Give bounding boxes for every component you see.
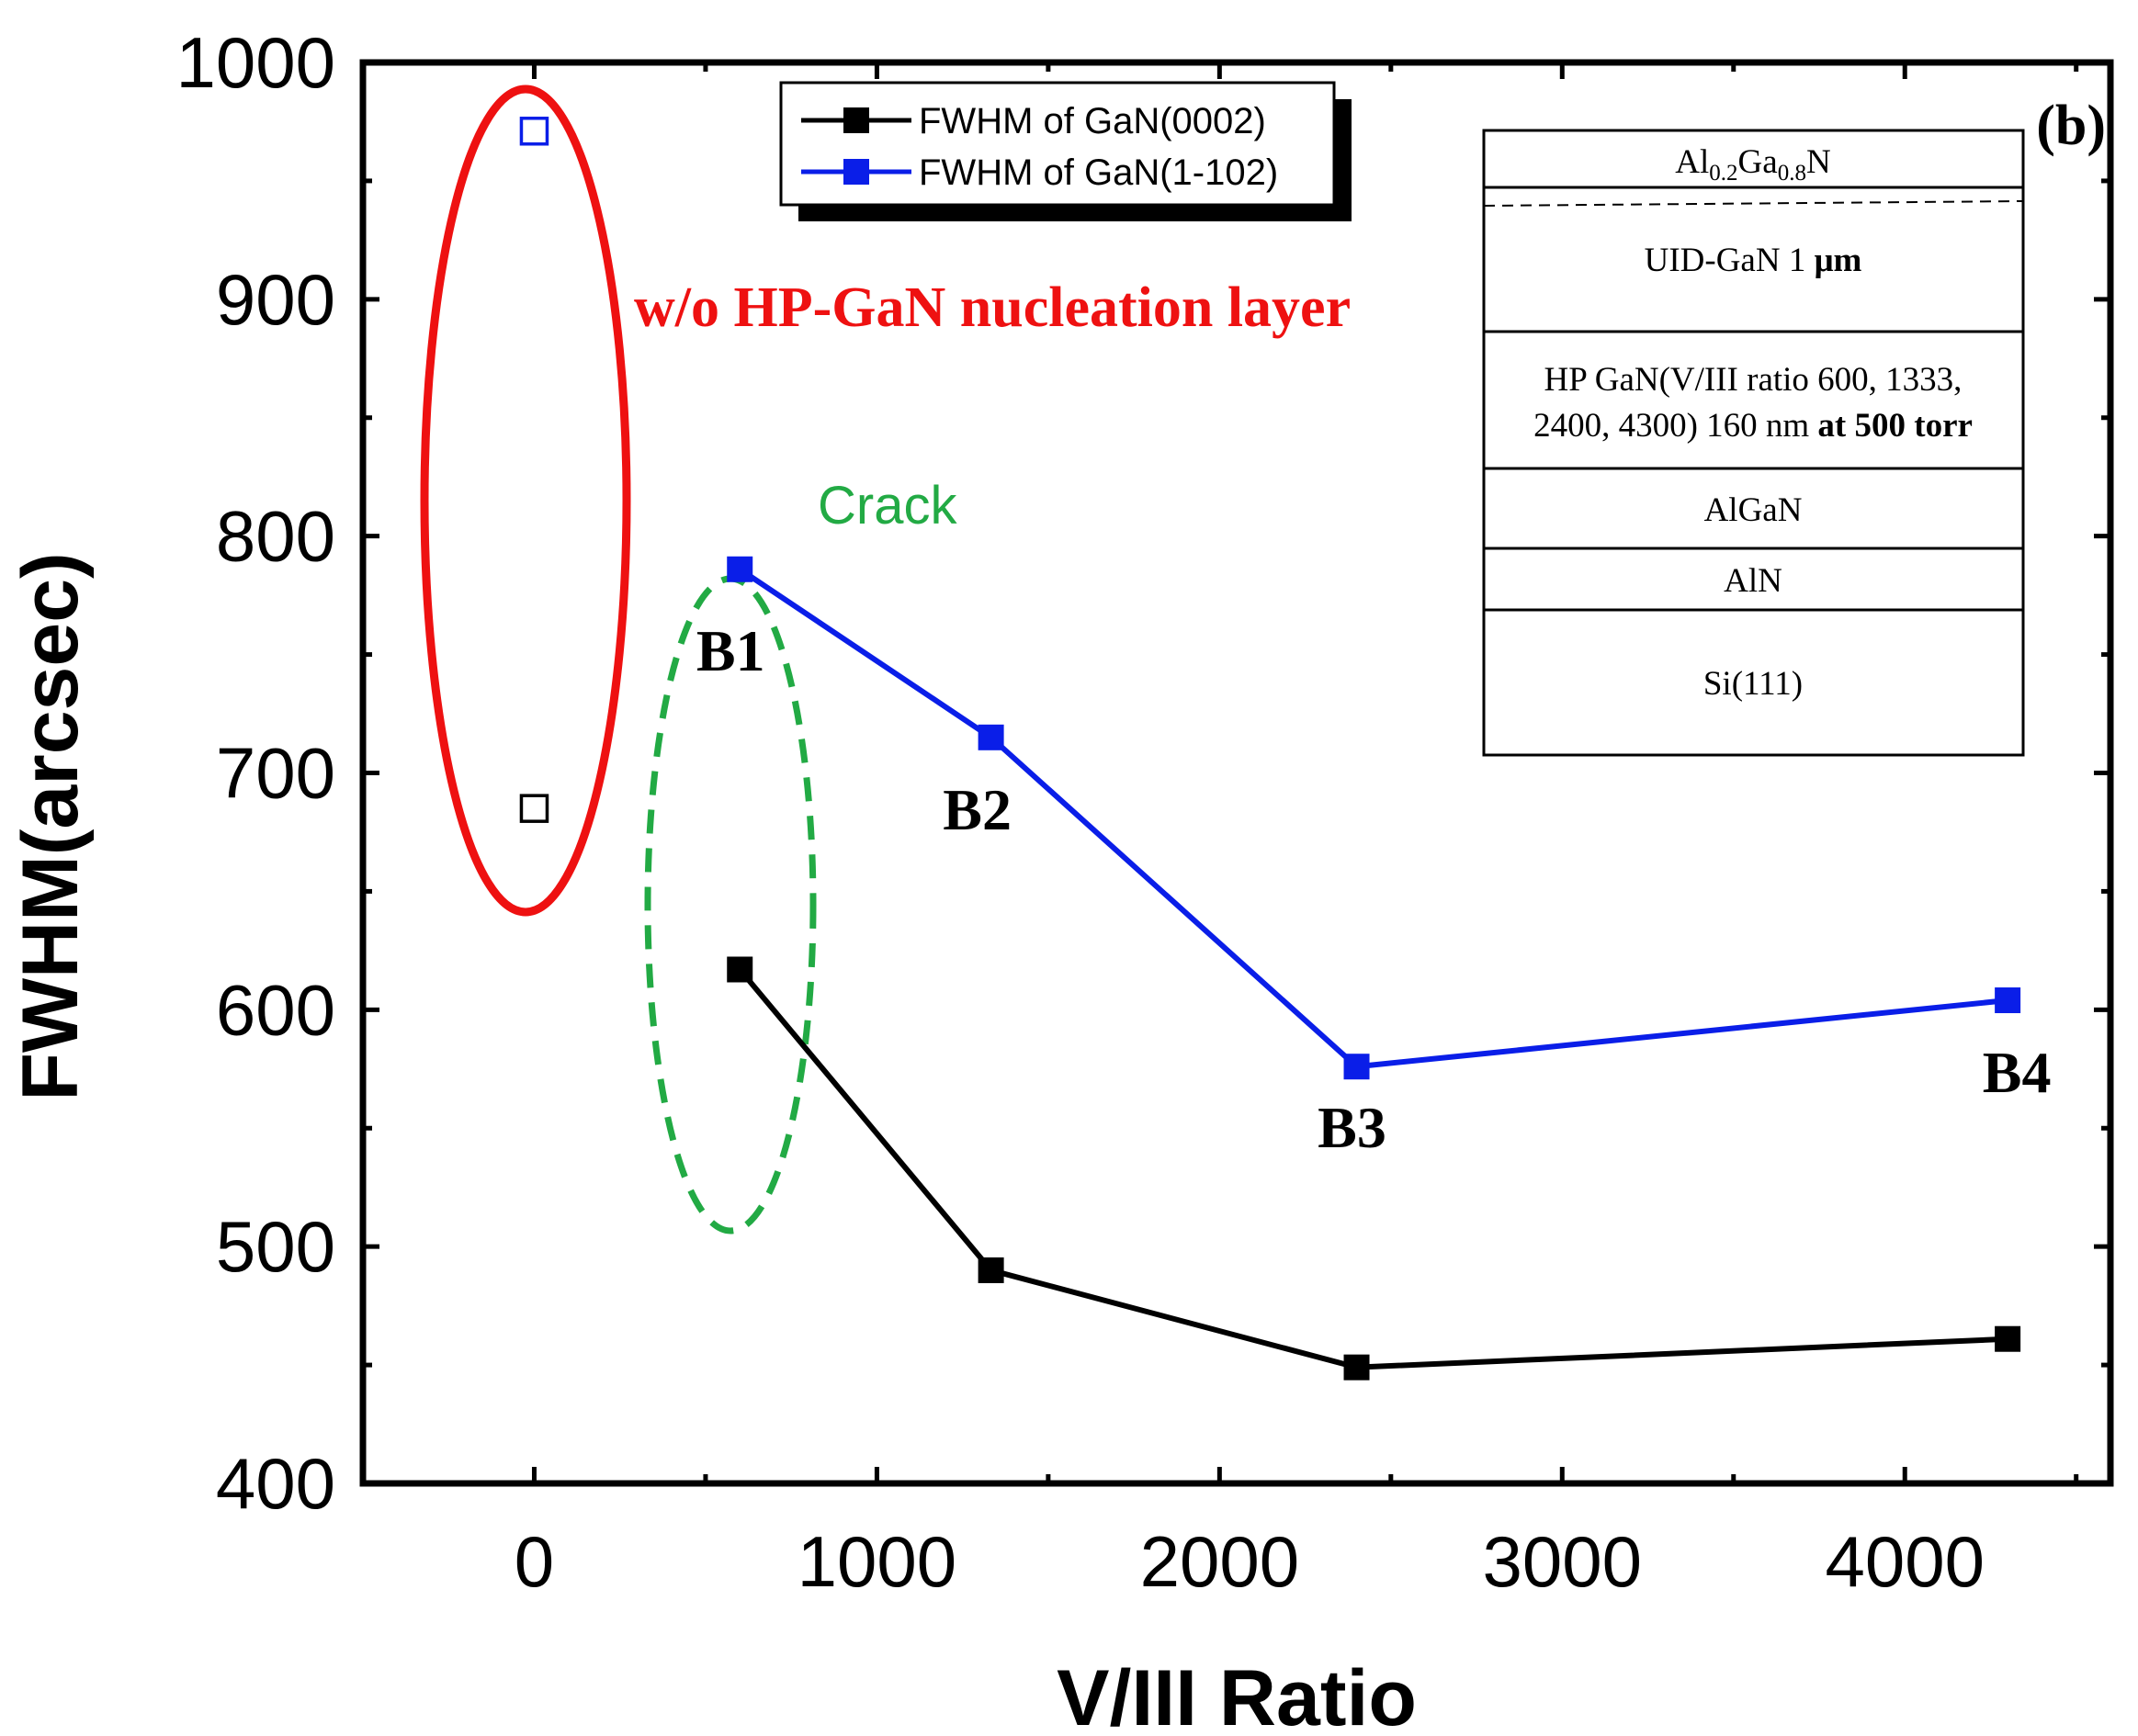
y-tick-label: 400: [216, 1443, 335, 1524]
data-point-1: [727, 556, 753, 582]
series-line-0: [737, 967, 2008, 1370]
data-point-0: [727, 956, 753, 983]
point-label: B2: [943, 777, 1012, 842]
annotation-crack: Crack: [818, 476, 957, 535]
layer-hp-gan-line2: 2400, 4300) 160 nm at 500 torr: [1533, 407, 1973, 445]
no-nucleation-ellipse: [420, 85, 631, 917]
layer-algan-top: Al0.2Ga0.8N: [1675, 143, 1830, 186]
y-tick-label: 900: [216, 259, 335, 340]
y-tick-label: 700: [216, 733, 335, 814]
legend: FWHM of GaN(0002) FWHM of GaN(1-102): [779, 81, 1352, 221]
layer-stack-diagram: [1482, 129, 2025, 757]
y-tick-label: 1000: [175, 22, 335, 103]
data-point-0: [1995, 1325, 2021, 1352]
x-tick-label: 1000: [798, 1521, 957, 1602]
y-axis-title: FWHM(arcsec): [6, 552, 95, 1100]
legend-marker-1102: [843, 159, 869, 185]
series-layer: [519, 117, 2021, 1381]
point-labels: B1 B2 B3 B4: [696, 618, 2052, 1160]
x-axis-ticks: 0 1000 2000 3000 4000: [515, 62, 2079, 1602]
legend-label-1102: FWHM of GaN(1-102): [919, 152, 1278, 193]
layer-dashed-divider: [1483, 200, 2024, 207]
reference-point: [519, 117, 549, 146]
layer-hp-gan-line1: HP GaN(V/III ratio 600, 1333,: [1544, 361, 1963, 399]
layer-si: Si(111): [1703, 665, 1803, 703]
x-tick-label: 4000: [1825, 1521, 1985, 1602]
annotation-no-nucleation: w/o HP-GaN nucleation layer: [634, 276, 1351, 339]
data-point-1: [1995, 987, 2021, 1014]
y-axis-ticks: 400 500 600 700 800 900 1000: [175, 22, 2110, 1524]
plot-frame: [359, 59, 2114, 1487]
y-tick-label: 600: [216, 969, 335, 1050]
x-tick-label: 2000: [1140, 1521, 1300, 1602]
series-line-1: [738, 567, 2008, 1070]
x-tick-label: 0: [515, 1521, 554, 1602]
y-tick-label: 800: [216, 496, 335, 577]
legend-marker-0002: [843, 107, 869, 133]
point-label: B1: [696, 618, 765, 683]
data-point-1: [1343, 1054, 1370, 1080]
legend-label-0002: FWHM of GaN(0002): [919, 101, 1266, 141]
reference-point: [519, 794, 549, 823]
layer-stack-outline: [1482, 129, 2025, 757]
data-point-1: [978, 724, 1004, 750]
legend-box: [779, 81, 1336, 207]
x-axis-title: V/III Ratio: [1057, 1654, 1417, 1736]
panel-label: (b): [2036, 95, 2106, 157]
layer-aln: AlN: [1724, 562, 1782, 600]
point-label: B4: [1983, 1040, 2052, 1105]
point-label: B3: [1318, 1095, 1386, 1160]
data-point-0: [1343, 1354, 1370, 1381]
layer-algan: AlGaN: [1704, 491, 1803, 529]
layer-uid-gan: UID-GaN 1 μm: [1645, 242, 1862, 279]
data-point-0: [978, 1257, 1004, 1283]
x-tick-label: 3000: [1483, 1521, 1643, 1602]
y-tick-label: 500: [216, 1206, 335, 1287]
